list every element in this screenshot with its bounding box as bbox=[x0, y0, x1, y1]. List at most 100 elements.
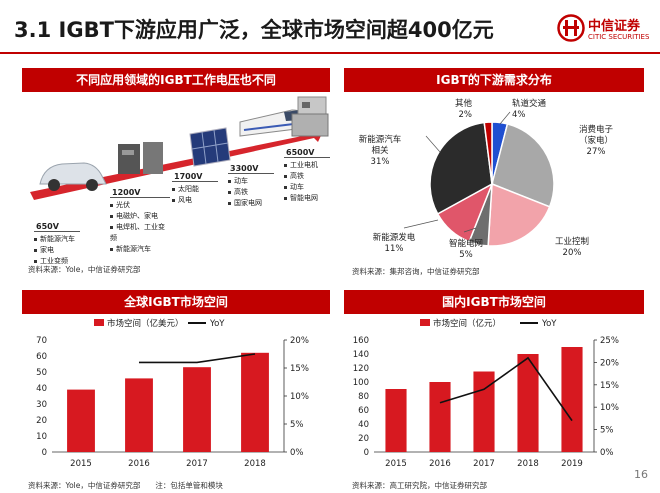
voltage-application-label: 太阳能 bbox=[178, 185, 199, 193]
y-tick-label: 80 bbox=[358, 392, 369, 402]
voltage-application-item: 国家电网 bbox=[228, 198, 274, 209]
bullet-icon bbox=[284, 163, 287, 167]
pie-slice-label: 工业控制 bbox=[555, 236, 589, 247]
y2-tick-label: 15% bbox=[290, 364, 309, 374]
voltage-application-label: 电焊机、工业变频 bbox=[110, 223, 165, 242]
voltage-panel: 不同应用领域的IGBT工作电压也不同 bbox=[22, 68, 330, 282]
voltage-application-item: 工业变频 bbox=[34, 256, 80, 267]
pie-slice-label: 消费电子 bbox=[579, 124, 614, 135]
bullet-icon bbox=[110, 203, 113, 207]
voltage-application-label: 工业变频 bbox=[40, 257, 68, 265]
pie-slice-label: 智能电网 bbox=[449, 238, 483, 249]
y-tick-label: 160 bbox=[353, 336, 369, 346]
pie-slice-value: 20% bbox=[563, 248, 582, 258]
voltage-application-item: 光伏 bbox=[110, 200, 168, 211]
legend-bar-label: 市场空间（亿元） bbox=[433, 318, 501, 329]
pie-slice bbox=[487, 182, 551, 247]
domestic-market-title: 国内IGBT市场空间 bbox=[344, 290, 644, 314]
y-tick-label: 20 bbox=[358, 434, 369, 444]
voltage-application-label: 工业电机 bbox=[290, 161, 318, 169]
voltage-application-label: 光伏 bbox=[116, 201, 130, 209]
pie-leader-line bbox=[403, 219, 439, 229]
y-tick-label: 20 bbox=[36, 416, 47, 426]
voltage-panel-source: 资料来源：Yole，中信证券研究部 bbox=[28, 265, 141, 274]
y-tick-label: 40 bbox=[358, 420, 369, 430]
solar-panel-icon bbox=[189, 127, 231, 167]
voltage-group: 3300V 动车高铁国家电网 bbox=[228, 164, 274, 209]
pie-slice-value: 31% bbox=[371, 157, 390, 167]
voltage-application-label: 新能源汽车 bbox=[116, 245, 151, 253]
demand-panel-title: IGBT的下游需求分布 bbox=[344, 68, 644, 92]
pie-leader-line bbox=[425, 135, 441, 153]
y2-tick-label: 5% bbox=[290, 420, 304, 430]
citic-seal-icon bbox=[557, 14, 585, 42]
y-tick-label: 140 bbox=[353, 350, 369, 360]
bullet-icon bbox=[284, 196, 287, 200]
bullet-icon bbox=[110, 214, 113, 218]
bar bbox=[429, 382, 451, 452]
y-tick-label: 30 bbox=[36, 400, 47, 410]
domestic-market-panel: 国内IGBT市场空间 市场空间（亿元） YoY 0 20 40 60 80 100 120 140… bbox=[344, 290, 644, 490]
logo-name-en: CITIC SECURITIES bbox=[588, 33, 650, 41]
voltage-application-item: 高铁 bbox=[284, 171, 330, 182]
voltage-application-item: 家电 bbox=[34, 245, 80, 256]
bar bbox=[125, 378, 153, 452]
voltage-application-label: 电磁炉、家电 bbox=[116, 212, 158, 220]
legend-bar-swatch bbox=[420, 319, 430, 326]
x-tick-label: 2017 bbox=[186, 459, 208, 469]
global-market-title: 全球IGBT市场空间 bbox=[22, 290, 330, 314]
y-tick-label: 40 bbox=[36, 384, 47, 394]
legend-bar-label: 市场空间（亿美元） bbox=[107, 318, 184, 329]
x-tick-label: 2015 bbox=[385, 459, 407, 469]
domestic-market-source: 资料来源：高工研究院，中信证券研究部 bbox=[352, 481, 487, 490]
bullet-icon bbox=[228, 190, 231, 194]
y-tick-label: 0 bbox=[42, 448, 47, 458]
y2-tick-label: 0% bbox=[290, 448, 304, 458]
voltage-application-label: 动车 bbox=[234, 177, 248, 185]
bar bbox=[385, 389, 407, 452]
pie-slice bbox=[491, 123, 555, 208]
voltage-application-label: 高铁 bbox=[234, 188, 248, 196]
citic-logo: 中信证券 CITIC SECURITIES bbox=[557, 12, 649, 46]
bullet-icon bbox=[172, 198, 175, 202]
x-tick-label: 2019 bbox=[561, 459, 583, 469]
y2-tick-label: 20% bbox=[600, 358, 619, 368]
pie-slice-label: 轨道交通 bbox=[512, 98, 547, 109]
voltage-application-label: 风电 bbox=[178, 196, 192, 204]
pie-slice-value: 27% bbox=[587, 147, 606, 157]
voltage-application-item: 高铁 bbox=[228, 187, 274, 198]
pie-slice-label: 相关 bbox=[371, 145, 389, 156]
x-tick-label: 2018 bbox=[244, 459, 266, 469]
voltage-application-label: 新能源汽车 bbox=[40, 235, 75, 243]
voltage-application-item: 动车 bbox=[228, 176, 274, 187]
y2-tick-label: 15% bbox=[600, 381, 619, 391]
voltage-label: 1700V bbox=[172, 172, 218, 182]
voltage-application-item: 动车 bbox=[284, 182, 330, 193]
y2-tick-label: 10% bbox=[600, 403, 619, 413]
appliance-icon bbox=[118, 142, 163, 174]
pie-slice bbox=[483, 121, 493, 185]
voltage-application-item: 电磁炉、家电 bbox=[110, 211, 168, 222]
voltage-label: 3300V bbox=[228, 164, 274, 174]
voltage-application-label: 智能电网 bbox=[290, 194, 318, 202]
voltage-application-label: 动车 bbox=[290, 183, 304, 191]
legend-line-label: YoY bbox=[541, 319, 557, 329]
legend-line-label: YoY bbox=[209, 319, 225, 329]
voltage-application-label: 高铁 bbox=[290, 172, 304, 180]
voltage-group: 1700V 太阳能风电 bbox=[172, 172, 218, 206]
voltage-group: 650V 新能源汽车 家电 工业变频 bbox=[34, 222, 80, 267]
voltage-application-item: 电焊机、工业变频 bbox=[110, 222, 168, 244]
bar bbox=[241, 352, 269, 452]
pie-slice-value: 11% bbox=[385, 244, 404, 254]
pie-slice-label: （家电） bbox=[579, 135, 613, 146]
y-tick-label: 120 bbox=[353, 364, 369, 374]
x-tick-label: 2018 bbox=[517, 459, 539, 469]
yoy-line bbox=[439, 356, 573, 422]
bar bbox=[517, 354, 539, 452]
y2-tick-label: 0% bbox=[600, 448, 614, 458]
bullet-icon bbox=[110, 225, 113, 229]
pie-leader-line bbox=[499, 111, 511, 125]
voltage-label: 6500V bbox=[284, 148, 330, 158]
industrial-equipment-icon bbox=[291, 96, 329, 137]
